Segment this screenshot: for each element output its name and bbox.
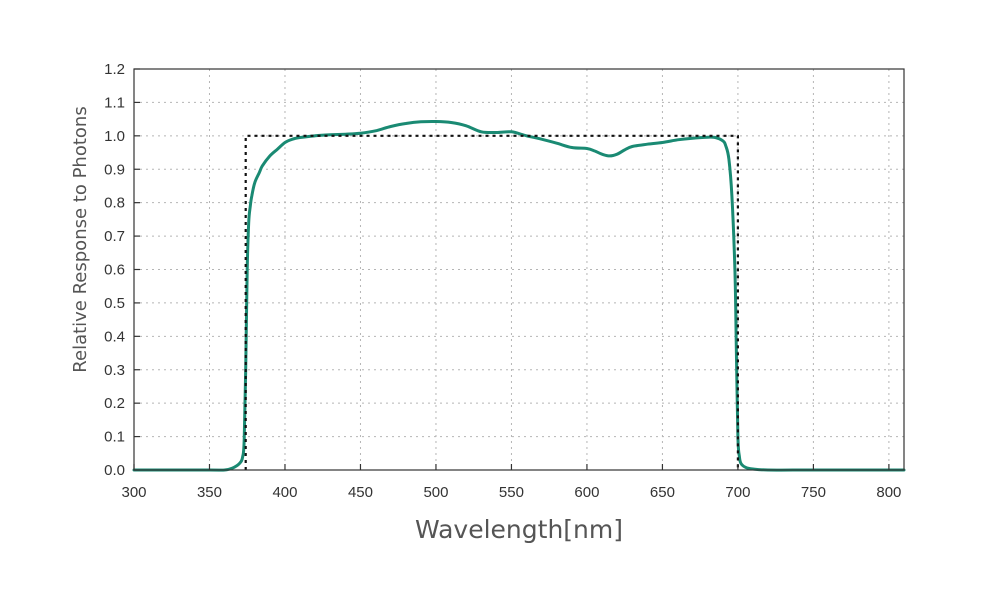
grid xyxy=(134,69,904,470)
response-curve-line xyxy=(132,119,906,472)
y-tick-label: 0.1 xyxy=(104,429,125,446)
y-tick-label: 0.4 xyxy=(104,328,125,345)
x-axis-title: Wavelength[nm] xyxy=(415,515,623,544)
y-tick-label: 0.2 xyxy=(104,395,125,412)
y-tick-label: 0.7 xyxy=(104,228,125,245)
y-tick-label: 0.3 xyxy=(104,362,125,379)
y-tick-label: 0.5 xyxy=(104,295,125,312)
x-tick-label: 550 xyxy=(499,484,524,501)
x-tick-label: 700 xyxy=(725,484,750,501)
y-tick-label: 0.6 xyxy=(104,262,125,279)
x-tick-label: 500 xyxy=(423,484,448,501)
x-tick-label: 650 xyxy=(650,484,675,501)
x-tick-label: 450 xyxy=(348,484,373,501)
x-tick-label: 750 xyxy=(801,484,826,501)
series-layer xyxy=(132,119,906,472)
x-tick-label: 600 xyxy=(574,484,599,501)
y-axis-title: Relative Response to Photons xyxy=(70,106,91,372)
x-tick-label: 350 xyxy=(197,484,222,501)
x-tick-label: 300 xyxy=(121,484,146,501)
y-tick-label: 0.8 xyxy=(104,195,125,212)
y-tick-label: 1.1 xyxy=(104,94,125,111)
x-tick-label: 800 xyxy=(876,484,901,501)
y-tick-label: 0.0 xyxy=(104,462,125,479)
y-tick-label: 0.9 xyxy=(104,161,125,178)
x-tick-label: 400 xyxy=(272,484,297,501)
y-tick-label: 1.0 xyxy=(104,128,125,145)
ideal-passband-dotted-line xyxy=(244,134,739,470)
y-tick-label: 1.2 xyxy=(104,61,125,78)
axis-ticks: 300 350 400 450 500 550 600 650 700 750 800 0.0 0.1 0… xyxy=(104,61,901,501)
